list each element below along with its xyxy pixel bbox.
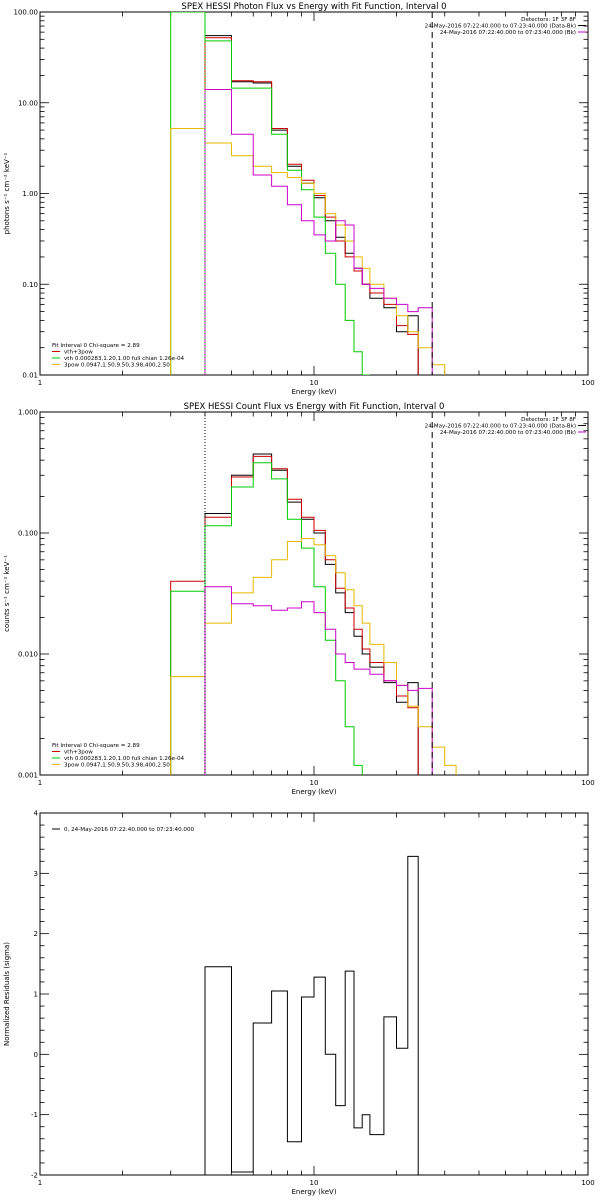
series-line-0: [204, 453, 419, 775]
x-tick-label: 100: [581, 779, 594, 787]
plot-frame: [39, 411, 589, 776]
series-group: [170, 453, 457, 775]
legend-text: vth+3pow: [64, 350, 93, 356]
y-tick-label: 0.10: [22, 281, 38, 289]
header-text: Detectors: 1F 3F 8F: [521, 417, 576, 423]
series-line-2: [170, 462, 363, 775]
y-tick-label: 0.001: [18, 772, 38, 780]
y-axis-label: Normalized Residuals (sigma): [3, 942, 11, 1046]
y-axis-label: photons s⁻¹ cm⁻² keV⁻¹: [3, 152, 11, 234]
y-tick-label: 3: [34, 870, 38, 878]
y-tick-label: 10.00: [18, 99, 38, 107]
header-text: 24-May-2016 07:22:40.000 to 07:23:40.000…: [425, 424, 576, 430]
x-tick-label: 1: [38, 779, 42, 787]
legend-text: Fit Interval 0 Chi-square = 2.89: [52, 743, 140, 749]
series-group: [170, 12, 446, 375]
y-tick-label: 0: [34, 1051, 38, 1059]
series-line-3: [170, 538, 457, 775]
series-line-4: [204, 89, 433, 375]
legend-text: Fit Interval 0 Chi-square = 2.89: [52, 343, 140, 349]
y-axis-label: counts s⁻¹ cm⁻² keV⁻¹: [3, 555, 11, 632]
y-tick-label: -2: [31, 1172, 38, 1180]
series-line-0: [204, 35, 419, 375]
header-text: 24-May-2016 07:22:40.000 to 07:23:40.000…: [425, 24, 576, 30]
header-text: 24-May-2016 07:22:40.000 to 07:23:40.000…: [440, 430, 576, 436]
y-tick-label: 4: [34, 810, 39, 818]
x-tick-label: 1: [38, 379, 42, 387]
x-axis-label: Energy (keV): [291, 1188, 336, 1196]
chart-panel-0: SPEX HESSI Photon Flux vs Energy with Fi…: [3, 2, 595, 396]
header-text: Detectors: 1F 3F 8F: [521, 17, 576, 23]
legend-text: 3pow 0.0947,1.50,9.50,3.98,400,2.50: [64, 763, 170, 769]
x-tick-label: 10: [310, 1179, 319, 1187]
y-tick-label: 1.000: [18, 409, 38, 417]
legend-text: vth 0.000283,1.20,1.00 full chian 1.26e-…: [64, 756, 185, 762]
legend-text: 0, 24-May-2016 07:22:40.000 to 07:23:40.…: [64, 827, 195, 833]
chart-panel-1: SPEX HESSI Count Flux vs Energy with Fit…: [3, 402, 595, 796]
series-line-2: [170, 12, 370, 375]
series-line-0: [204, 855, 419, 1175]
y-tick-label: -1: [31, 1111, 38, 1119]
y-tick-label: 0.100: [18, 530, 38, 538]
x-tick-label: 10: [310, 379, 319, 387]
y-tick-label: 2: [34, 930, 38, 938]
x-tick-label: 1: [38, 1179, 42, 1187]
legend-text: vth+3pow: [64, 750, 93, 756]
y-tick-label: 0.01: [22, 372, 38, 380]
series-line-3: [170, 128, 446, 375]
x-tick-label: 100: [581, 379, 594, 387]
y-tick-label: 1: [34, 991, 38, 999]
header-text: 24-May-2016 07:22:40.000 to 07:23:40.000…: [440, 30, 576, 36]
series-group: [204, 855, 419, 1175]
x-axis-label: Energy (keV): [291, 388, 336, 396]
x-tick-label: 100: [581, 1179, 594, 1187]
chart-panel-2: 1 10 100 Energy (keV) -2 -1 0 1 2 3 4 Normalized Re…: [3, 810, 595, 1197]
series-line-1: [170, 455, 419, 775]
chart-title: SPEX HESSI Count Flux vs Energy with Fit…: [184, 402, 445, 412]
y-tick-label: 1.00: [22, 190, 38, 198]
x-tick-label: 10: [310, 779, 319, 787]
series-line-4: [204, 586, 433, 775]
y-tick-label: 100.00: [14, 9, 39, 17]
y-tick-label: 0.010: [18, 651, 38, 659]
legend-text: vth 0.000283,1.20,1.00 full chian 1.26e-…: [64, 356, 185, 362]
x-axis-label: Energy (keV): [291, 788, 336, 796]
legend-text: 3pow 0.0947,1.50,9.50,3.98,400,2.50: [64, 363, 170, 369]
chart-title: SPEX HESSI Photon Flux vs Energy with Fi…: [181, 2, 446, 12]
